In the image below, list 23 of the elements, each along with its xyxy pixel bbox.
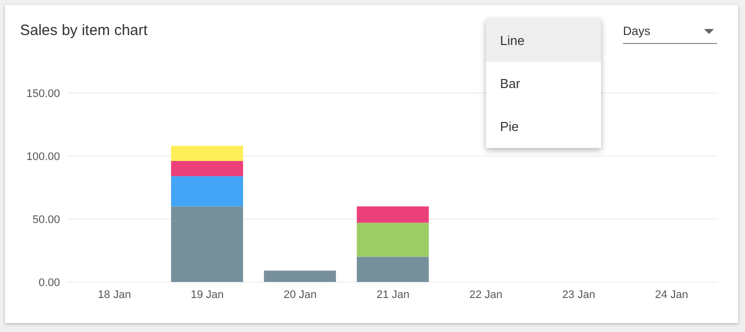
bar bbox=[171, 161, 244, 176]
x-tick-label: 20 Jan bbox=[284, 288, 317, 301]
bar bbox=[356, 256, 429, 282]
bar bbox=[264, 270, 336, 282]
x-tick-label: 22 Jan bbox=[469, 288, 502, 301]
x-tick-label: 24 Jan bbox=[655, 288, 688, 301]
y-tick-label: 100.00 bbox=[26, 150, 60, 163]
y-tick-label: 150.00 bbox=[26, 88, 60, 100]
x-tick-label: 18 Jan bbox=[98, 288, 131, 301]
bar bbox=[171, 206, 244, 282]
x-tick-label: 23 Jan bbox=[562, 288, 596, 301]
x-tick-label: 19 Jan bbox=[190, 288, 224, 301]
bar bbox=[356, 222, 429, 257]
y-tick-label: 0.00 bbox=[38, 276, 60, 289]
dropdown-menu: Line Bar Pie bbox=[486, 19, 601, 148]
y-tick-label: 50.00 bbox=[32, 214, 60, 226]
bar bbox=[356, 206, 429, 223]
chart-title: Sales by item chart bbox=[20, 22, 148, 39]
bar bbox=[171, 176, 244, 206]
annotation: Pie bbox=[486, 105, 601, 148]
x-tick-label: 21 Jan bbox=[376, 288, 410, 301]
select-field: Days bbox=[623, 22, 717, 44]
bar bbox=[171, 146, 244, 162]
